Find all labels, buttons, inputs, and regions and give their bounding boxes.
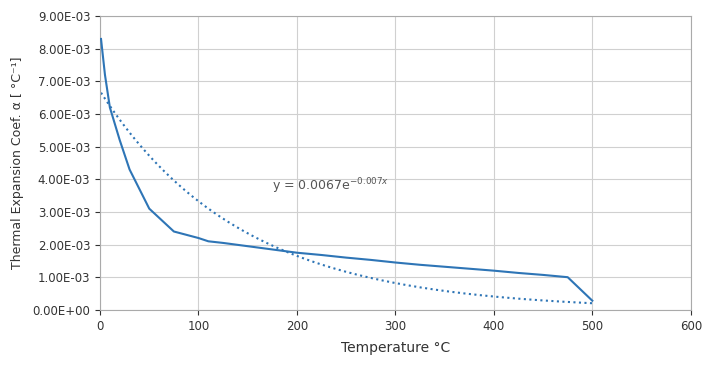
X-axis label: Temperature °C: Temperature °C — [341, 341, 450, 355]
Y-axis label: Thermal Expansion Coef. α [ °C⁻¹]: Thermal Expansion Coef. α [ °C⁻¹] — [11, 57, 24, 269]
Text: y = 0.0067e$^{-0.007x}$: y = 0.0067e$^{-0.007x}$ — [272, 176, 389, 195]
